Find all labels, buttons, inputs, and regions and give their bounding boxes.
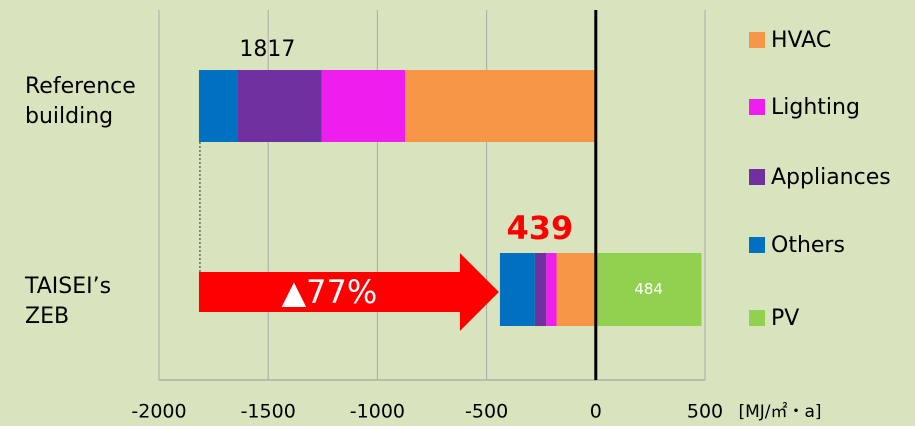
x-tick-label: 500	[687, 401, 723, 423]
bar-segment	[595, 253, 702, 326]
reduction-label: ▲77%	[282, 273, 378, 311]
x-tick-label: -500	[465, 401, 508, 423]
bar-segment	[546, 253, 557, 326]
legend-label: Appliances	[771, 165, 891, 190]
x-tick-label: 0	[590, 401, 602, 423]
legend-swatch	[749, 99, 765, 115]
bar-segment	[321, 70, 406, 142]
x-tick-label: -2000	[131, 401, 186, 423]
value-label: 484	[634, 280, 663, 298]
legend-label: Others	[771, 233, 845, 258]
category-label: TAISEI’s ZEB	[25, 274, 112, 329]
x-tick-label: -1500	[241, 401, 296, 423]
legend-label: HVAC	[771, 28, 831, 53]
legend-label: PV	[771, 306, 799, 331]
bar-segment	[405, 70, 596, 142]
category-label: Reference building	[25, 74, 136, 129]
legend-swatch	[749, 237, 765, 253]
legend-label: Lighting	[771, 95, 860, 120]
legend-swatch	[749, 169, 765, 185]
bar-segment	[556, 253, 596, 326]
total-label: 1817	[239, 37, 295, 62]
total-label: 439	[507, 209, 574, 247]
x-tick-label: -1000	[350, 401, 405, 423]
bar-segment	[499, 253, 535, 326]
legend-swatch	[749, 310, 765, 326]
x-axis-label: [MJ/㎡・a]	[738, 402, 821, 422]
reduction-arrow	[198, 253, 499, 331]
bar-segment	[237, 70, 322, 142]
bar-segment	[534, 253, 547, 326]
legend-swatch	[749, 32, 765, 48]
bar-segment	[198, 70, 238, 142]
